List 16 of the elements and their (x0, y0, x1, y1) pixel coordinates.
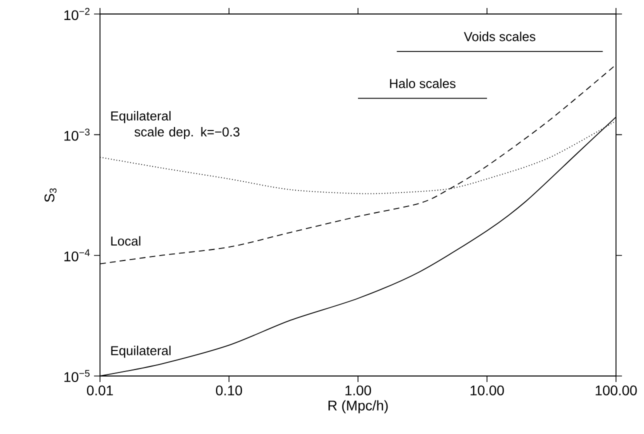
series-label: Halo scales (390, 78, 456, 88)
x-tick-label: 0.10 (216, 385, 242, 396)
x-axis-title: R (Mpc/h) (328, 400, 388, 414)
series-label: Voids scales (464, 32, 536, 42)
x-tick-label: 1.00 (345, 385, 372, 396)
x-tick-label: 10.00 (470, 385, 504, 396)
x-tick-label: 100.00 (596, 385, 637, 396)
series-label: Local (111, 236, 140, 246)
y-tick-label: 10$^{−4}$ (64, 249, 90, 262)
x-tick-label: 0.01 (86, 385, 113, 396)
y-axis-title: S$_{3}$ (44, 188, 57, 202)
y-tick-label: 10$^{−2}$ (64, 8, 90, 20)
y-tick-label: 10$^{−3}$ (64, 128, 90, 141)
y-tick-label: 10$^{−5}$ (64, 370, 90, 382)
series-label: Equilateral (111, 346, 171, 358)
series-label: Equilateral scale dep. k=−0.3 (111, 111, 240, 140)
